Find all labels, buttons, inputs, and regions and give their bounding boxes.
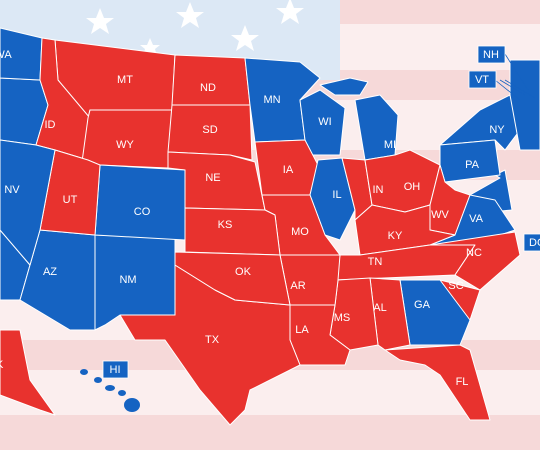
state-label: WI xyxy=(318,116,331,128)
state-label: AL xyxy=(373,302,386,314)
state-shape xyxy=(509,59,540,151)
state-shape xyxy=(80,369,88,375)
state-label: IL xyxy=(332,189,341,201)
state-label: NM xyxy=(119,274,136,286)
state-shape xyxy=(319,77,369,96)
state-label: ID xyxy=(45,119,56,131)
state-label: KY xyxy=(388,230,403,242)
state-label: OK xyxy=(235,266,252,278)
state-label: SC xyxy=(448,280,463,292)
state-label: NY xyxy=(489,124,505,136)
state-shape xyxy=(167,104,253,161)
state-shape xyxy=(364,149,441,213)
state-label: NE xyxy=(205,172,220,184)
state-label: AK xyxy=(0,359,4,371)
state-label: MT xyxy=(117,74,133,86)
state-label: WV xyxy=(431,209,449,221)
state-shape xyxy=(105,385,115,391)
callouts xyxy=(102,45,540,379)
state-label: NV xyxy=(4,184,20,196)
state-shape xyxy=(102,360,129,379)
state-label: TX xyxy=(205,334,220,346)
state-shape xyxy=(171,54,251,106)
state-shape xyxy=(94,164,186,241)
state-label: MO xyxy=(291,226,309,238)
state-shape xyxy=(468,70,497,89)
state-label: NH xyxy=(483,49,499,61)
state-label: TN xyxy=(368,256,383,268)
state-label: NC xyxy=(466,247,482,259)
state-label: SD xyxy=(202,124,217,136)
state-label: UT xyxy=(63,194,78,206)
state-label: AZ xyxy=(43,266,57,278)
state-label: MS xyxy=(334,312,351,324)
state-shape xyxy=(0,139,56,266)
state-label: PA xyxy=(465,159,480,171)
state-shape xyxy=(118,390,126,396)
state-shape xyxy=(94,377,102,383)
state-label: FL xyxy=(456,376,469,388)
state-label: VT xyxy=(475,74,489,86)
state-label: OH xyxy=(404,181,421,193)
state-label: MN xyxy=(263,94,280,106)
state-shape xyxy=(439,139,501,183)
state-labels: WA MT ND MN WI MI NY NH VT ID WY SD IA I… xyxy=(0,49,540,388)
state-label: AR xyxy=(290,280,305,292)
state-shape xyxy=(0,329,56,416)
state-label: KS xyxy=(218,219,233,231)
state-shape xyxy=(477,45,506,64)
state-label: WA xyxy=(0,49,12,61)
state-shape xyxy=(184,207,281,256)
state-label: WY xyxy=(116,139,134,151)
hawaii-islands xyxy=(80,369,140,412)
state-label: HI xyxy=(110,364,121,376)
state-label: IA xyxy=(283,164,294,176)
state-shape xyxy=(384,344,491,421)
states xyxy=(0,27,540,426)
state-label: MI xyxy=(384,139,396,151)
state-label: DC xyxy=(529,237,540,249)
state-label: LA xyxy=(295,324,309,336)
state-label: ND xyxy=(200,82,216,94)
state-shape xyxy=(523,233,540,252)
state-label: IN xyxy=(373,184,384,196)
state-label: GA xyxy=(414,299,431,311)
state-label: CO xyxy=(134,206,151,218)
state-shape xyxy=(124,398,140,412)
state-label: VA xyxy=(469,213,484,225)
